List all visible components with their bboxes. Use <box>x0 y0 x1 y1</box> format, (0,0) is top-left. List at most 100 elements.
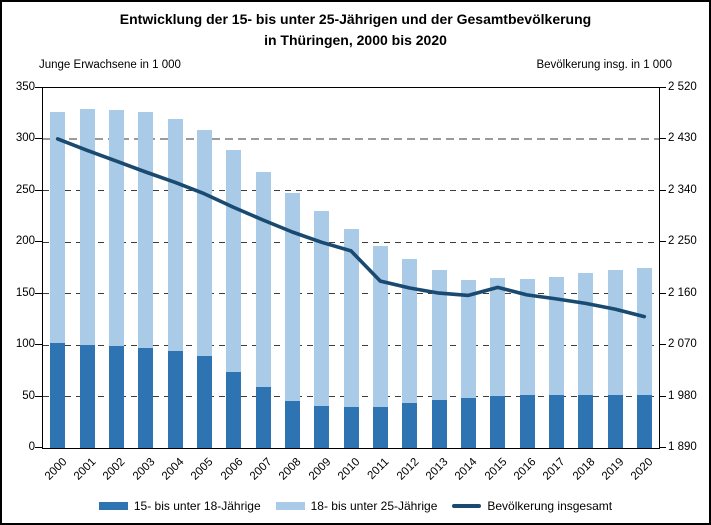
legend-swatch-18-25 <box>275 502 305 510</box>
bar-2019-18-25 <box>607 270 623 395</box>
bar-2013-18-25 <box>431 270 447 400</box>
bar-2014-15-18 <box>460 397 476 448</box>
plot-area <box>42 87 660 449</box>
y-tick-right-300 <box>659 138 666 140</box>
bar-2012-15-18 <box>402 402 418 448</box>
chart-title-line2: in Thüringen, 2000 bis 2020 <box>264 32 447 48</box>
y-tick-left-200 <box>35 241 42 243</box>
y-label-right-2340: 2 340 <box>668 183 697 196</box>
bar-2009-15-18 <box>314 405 330 448</box>
gridline-250 <box>43 190 659 192</box>
y-label-right-2070: 2 070 <box>668 338 697 351</box>
x-label-2013: 2013 <box>423 456 451 483</box>
x-label-2005: 2005 <box>189 456 216 483</box>
chart-title: Entwicklung der 15- bis unter 25-Jährige… <box>2 9 709 51</box>
bar-2005-18-25 <box>196 130 212 357</box>
bar-2016-15-18 <box>519 394 535 448</box>
bar-2018-15-18 <box>578 394 594 448</box>
bar-2004-18-25 <box>167 118 183 352</box>
bar-2008-15-18 <box>284 400 300 448</box>
legend-label-18-25: 18- bis unter 25-Jährige <box>310 499 438 513</box>
bar-2005-15-18 <box>196 356 212 448</box>
x-label-2015: 2015 <box>482 456 510 483</box>
bar-2015-18-25 <box>490 278 506 396</box>
y-label-right-2520: 2 520 <box>668 81 697 93</box>
x-label-2010: 2010 <box>335 456 363 483</box>
y-label-left-350: 350 <box>15 81 35 93</box>
x-label-2014: 2014 <box>453 456 480 483</box>
right-axis-title: Bevölkerung insg. in 1 000 <box>536 59 672 71</box>
y-tick-left-150 <box>35 292 42 294</box>
y-label-left-200: 200 <box>15 235 35 248</box>
y-label-right-2250: 2 250 <box>668 235 697 248</box>
y-tick-right-250 <box>659 189 666 191</box>
y-tick-left-350 <box>35 87 42 88</box>
y-label-right-2430: 2 430 <box>668 132 697 145</box>
x-label-2006: 2006 <box>218 456 246 483</box>
bar-2020-18-25 <box>636 268 652 395</box>
bar-2015-15-18 <box>490 395 506 448</box>
legend-swatch-15-18 <box>98 502 128 510</box>
bar-2019-15-18 <box>607 394 623 448</box>
bar-2000-18-25 <box>50 111 66 344</box>
y-tick-left-300 <box>35 138 42 140</box>
x-label-2012: 2012 <box>394 456 422 483</box>
bar-2002-15-18 <box>108 346 124 448</box>
legend: 15- bis unter 18-Jährige 18- bis unter 2… <box>2 499 709 513</box>
y-label-right-1890: 1 890 <box>668 441 697 453</box>
x-label-2016: 2016 <box>511 456 539 483</box>
legend-swatch-population-line <box>452 504 482 508</box>
bar-2010-15-18 <box>343 406 359 448</box>
bar-2020-15-18 <box>636 394 652 448</box>
bar-2001-18-25 <box>79 108 95 346</box>
left-axis-title: Junge Erwachsene in 1 000 <box>39 59 181 71</box>
bar-2001-15-18 <box>79 345 95 448</box>
bar-2013-15-18 <box>431 399 447 448</box>
y-label-left-0: 0 <box>28 441 35 453</box>
line-population-total <box>55 137 647 319</box>
y-tick-right-350 <box>659 87 666 88</box>
legend-item-18-25: 18- bis unter 25-Jährige <box>275 499 438 513</box>
y-label-left-250: 250 <box>15 183 35 196</box>
y-tick-left-100 <box>35 344 42 346</box>
legend-label-population: Bevölkerung insgesamt <box>487 499 613 513</box>
bar-2017-18-25 <box>548 277 564 395</box>
bar-2017-15-18 <box>548 394 564 448</box>
y-label-left-300: 300 <box>15 132 35 145</box>
bar-2010-18-25 <box>343 228 359 407</box>
bar-2006-15-18 <box>226 371 242 448</box>
x-label-2000: 2000 <box>42 456 70 483</box>
x-label-2017: 2017 <box>541 456 568 483</box>
y-tick-left-0 <box>35 447 42 448</box>
bar-2004-15-18 <box>167 351 183 448</box>
x-label-2019: 2019 <box>599 456 627 483</box>
chart-title-line1: Entwicklung der 15- bis unter 25-Jährige… <box>119 11 592 27</box>
x-label-2007: 2007 <box>247 456 275 483</box>
legend-item-population: Bevölkerung insgesamt <box>452 499 612 513</box>
bar-2002-18-25 <box>108 109 124 347</box>
y-tick-right-150 <box>659 292 666 294</box>
y-tick-left-250 <box>35 189 42 191</box>
y-label-right-1980: 1 980 <box>668 389 697 402</box>
y-label-left-50: 50 <box>22 389 35 402</box>
x-label-2001: 2001 <box>71 456 99 483</box>
x-label-2011: 2011 <box>365 456 392 482</box>
legend-label-15-18: 15- bis unter 18-Jährige <box>133 499 261 513</box>
bar-2011-18-25 <box>372 246 388 407</box>
y-tick-left-50 <box>35 395 42 397</box>
y-tick-right-50 <box>659 395 666 397</box>
bar-2003-15-18 <box>138 348 154 448</box>
bar-2016-18-25 <box>519 279 535 395</box>
bar-2014-18-25 <box>460 280 476 398</box>
y-tick-right-0 <box>659 447 666 448</box>
y-label-left-100: 100 <box>15 338 35 351</box>
bar-2008-18-25 <box>284 192 300 401</box>
y-tick-right-100 <box>659 344 666 346</box>
y-tick-right-200 <box>659 241 666 243</box>
bar-2007-15-18 <box>255 387 271 448</box>
legend-item-15-18: 15- bis unter 18-Jährige <box>98 499 261 513</box>
x-label-2020: 2020 <box>629 456 656 483</box>
x-label-2002: 2002 <box>101 456 128 483</box>
x-label-2009: 2009 <box>306 456 334 483</box>
